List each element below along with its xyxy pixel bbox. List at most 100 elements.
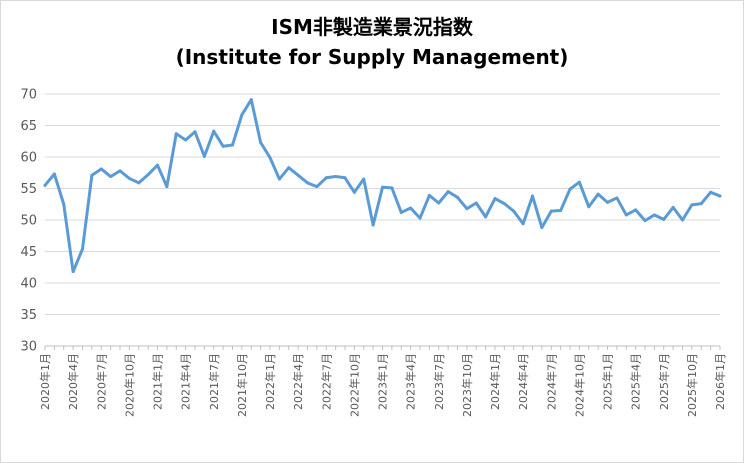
data-point bbox=[465, 207, 469, 211]
data-point bbox=[577, 180, 581, 184]
data-point bbox=[381, 185, 384, 189]
data-point bbox=[662, 217, 666, 221]
chart-title-line2: (Institute for Supply Management) bbox=[175, 45, 569, 69]
data-point bbox=[324, 176, 328, 180]
data-point bbox=[371, 223, 375, 227]
data-point bbox=[390, 186, 394, 190]
data-point bbox=[287, 166, 291, 170]
data-point bbox=[484, 215, 488, 219]
data-point bbox=[127, 176, 131, 180]
data-point bbox=[146, 173, 150, 177]
data-point bbox=[259, 141, 263, 145]
x-tick-label: 2021年1月 bbox=[151, 353, 165, 410]
x-axis bbox=[44, 345, 721, 350]
data-point bbox=[559, 209, 563, 213]
x-tick-label: 2020年1月 bbox=[38, 353, 52, 410]
x-tick-label: 2024年1月 bbox=[488, 353, 502, 410]
data-point bbox=[427, 193, 431, 197]
y-tick-label: 45 bbox=[20, 245, 37, 260]
data-point bbox=[521, 222, 525, 226]
data-point bbox=[634, 208, 638, 212]
x-tick-label: 2023年7月 bbox=[432, 353, 446, 410]
chart-title: ISM非製造業景況指数 (Institute for Supply Manage… bbox=[0, 12, 744, 72]
data-point bbox=[71, 270, 75, 274]
y-tick-label: 35 bbox=[20, 308, 37, 323]
data-point bbox=[718, 194, 722, 198]
y-tick-label: 65 bbox=[20, 119, 37, 134]
x-tick-label: 2024年10月 bbox=[572, 353, 586, 417]
data-point bbox=[221, 144, 225, 148]
data-point bbox=[212, 129, 216, 133]
data-point bbox=[43, 183, 47, 187]
x-tick-label: 2020年4月 bbox=[66, 353, 80, 410]
data-point bbox=[306, 181, 309, 185]
data-point bbox=[681, 218, 684, 222]
x-tick-label: 2022年7月 bbox=[319, 353, 333, 410]
y-tick-label: 50 bbox=[20, 214, 37, 229]
x-tick-label: 2022年4月 bbox=[291, 353, 305, 410]
data-point bbox=[240, 113, 244, 117]
data-point bbox=[418, 216, 422, 220]
x-axis-ticks: 2020年1月 2020年4月 2020年7月 2020年10月 2021年1月 2021… bbox=[38, 353, 727, 417]
data-point bbox=[474, 201, 478, 205]
data-point bbox=[268, 156, 272, 160]
data-point bbox=[137, 181, 141, 185]
x-tick-label: 2024年4月 bbox=[516, 353, 530, 410]
data-point bbox=[652, 213, 656, 217]
data-point bbox=[587, 205, 591, 209]
data-point bbox=[352, 190, 356, 194]
data-point bbox=[193, 130, 197, 134]
data-point bbox=[699, 202, 703, 206]
x-tick-label: 2022年1月 bbox=[263, 353, 277, 410]
data-point bbox=[362, 177, 366, 181]
x-tick-label: 2025年7月 bbox=[657, 353, 671, 410]
y-tick-label: 40 bbox=[20, 277, 37, 292]
data-point bbox=[156, 163, 159, 167]
data-point bbox=[615, 196, 619, 200]
data-point bbox=[671, 205, 675, 209]
data-point bbox=[343, 176, 347, 180]
data-point bbox=[493, 197, 497, 201]
data-point bbox=[456, 195, 459, 199]
chart-title-line1: ISM非製造業景況指数 bbox=[271, 15, 473, 39]
x-tick-label: 2023年4月 bbox=[404, 353, 418, 410]
data-point bbox=[118, 169, 122, 173]
x-tick-label: 2020年7月 bbox=[94, 353, 108, 410]
data-point bbox=[624, 213, 628, 217]
data-point bbox=[52, 172, 56, 176]
x-tick-label: 2025年4月 bbox=[629, 353, 643, 410]
data-point bbox=[315, 185, 319, 189]
data-point bbox=[446, 190, 450, 194]
y-tick-label: 70 bbox=[20, 88, 37, 103]
data-point bbox=[231, 143, 234, 147]
data-point bbox=[531, 194, 534, 198]
x-tick-label: 2021年4月 bbox=[179, 353, 193, 410]
x-tick-label: 2023年10月 bbox=[460, 353, 474, 417]
data-point bbox=[502, 202, 506, 206]
data-point bbox=[709, 190, 713, 194]
data-point bbox=[399, 210, 403, 214]
data-point bbox=[549, 209, 553, 213]
x-tick-label: 2025年10月 bbox=[685, 353, 699, 417]
data-point bbox=[334, 175, 338, 179]
x-tick-label: 2026年1月 bbox=[713, 353, 727, 410]
x-tick-label: 2023年1月 bbox=[376, 353, 390, 410]
x-tick-label: 2024年7月 bbox=[544, 353, 558, 410]
data-point bbox=[90, 173, 94, 177]
data-point bbox=[81, 247, 84, 251]
data-point bbox=[540, 226, 544, 230]
data-point bbox=[409, 206, 413, 210]
data-point bbox=[202, 154, 206, 158]
data-point bbox=[99, 167, 103, 171]
y-tick-label: 55 bbox=[20, 182, 37, 197]
x-tick-label: 2020年10月 bbox=[122, 353, 136, 417]
data-point bbox=[184, 138, 188, 142]
data-point bbox=[512, 209, 516, 213]
data-point bbox=[277, 177, 281, 181]
grid-lines bbox=[45, 93, 720, 347]
data-point bbox=[690, 203, 694, 207]
data-point bbox=[62, 202, 66, 206]
data-point bbox=[249, 98, 253, 102]
data-point bbox=[643, 219, 647, 223]
